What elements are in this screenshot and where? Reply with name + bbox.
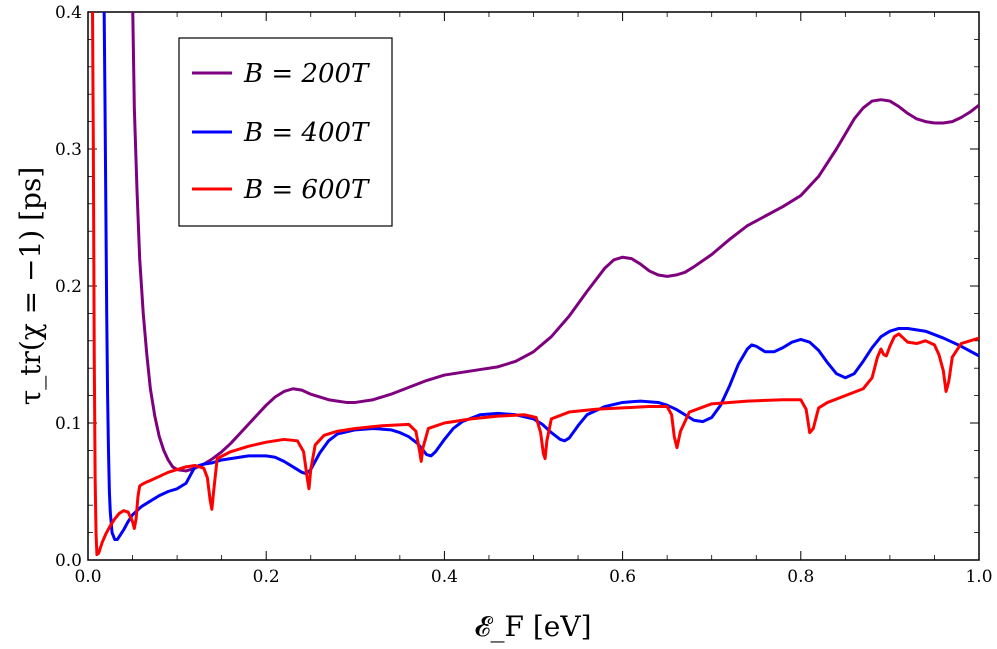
ticks (87, 11, 980, 561)
y-tick-label: 0.3 (55, 140, 82, 160)
tick-labels: 0.0 0.2 0.4 0.6 0.8 1.0 0.0 0.1 0.2 0.3 0.4 (55, 3, 993, 587)
series-line-200t (131, 12, 979, 473)
x-tick-label: 1.0 (965, 567, 992, 587)
series-line-600t (91, 12, 979, 557)
legend-label-200t: B = 200T (243, 59, 370, 89)
y-tick-label: 0.0 (55, 551, 82, 571)
y-tick-label: 0.4 (55, 3, 82, 23)
x-tick-label: 0.4 (431, 567, 458, 587)
x-tick-label: 0.6 (609, 567, 636, 587)
x-tick-label: 0.2 (253, 567, 280, 587)
x-tick-label: 0.0 (74, 567, 101, 587)
legend-label-400t: B = 400T (243, 118, 370, 148)
legend: B = 200T B = 400T B = 600T (178, 37, 393, 227)
series-line-400t (102, 12, 979, 541)
x-axis-title: 𝓔_F [eV] (474, 610, 591, 643)
series-lines (91, 12, 979, 557)
y-tick-label: 0.2 (55, 277, 82, 297)
y-tick-label: 0.1 (55, 414, 82, 434)
y-axis-title: τ_tr(χ = −1) [ps] (14, 167, 47, 406)
legend-label-600t: B = 600T (243, 175, 370, 205)
x-tick-label: 0.8 (787, 567, 814, 587)
